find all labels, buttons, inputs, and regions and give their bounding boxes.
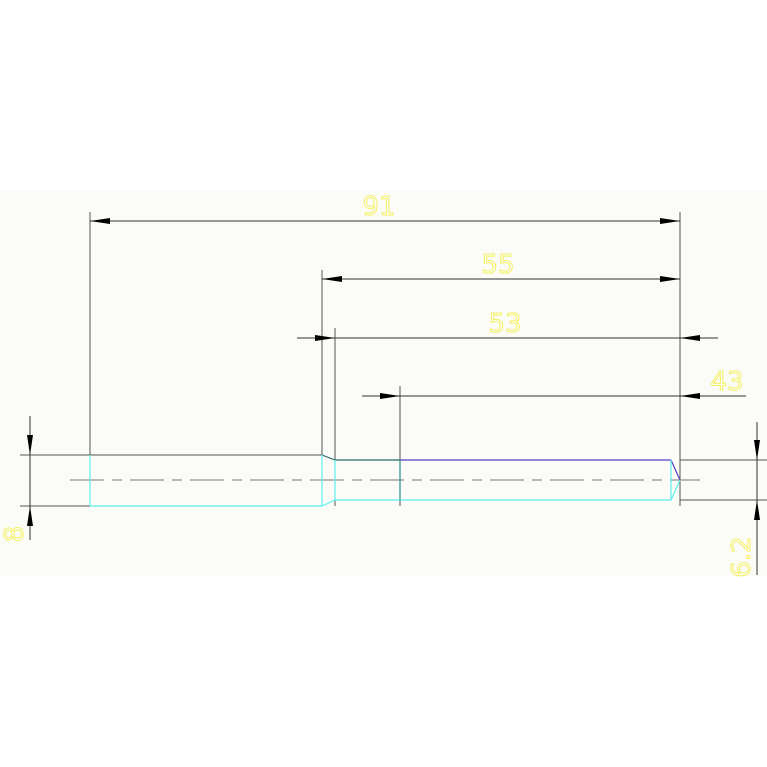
dimension-label-43: 43: [710, 367, 743, 397]
dimension-label-55: 55: [481, 250, 514, 280]
dimension-label-6-2: 6.2: [727, 536, 757, 577]
dimension-label-53: 53: [488, 309, 521, 339]
part-outline: [89, 454, 681, 507]
drawing-area: [0, 190, 767, 576]
dimension-label-8: 8: [0, 526, 30, 543]
dimension-label-91: 91: [362, 192, 395, 222]
